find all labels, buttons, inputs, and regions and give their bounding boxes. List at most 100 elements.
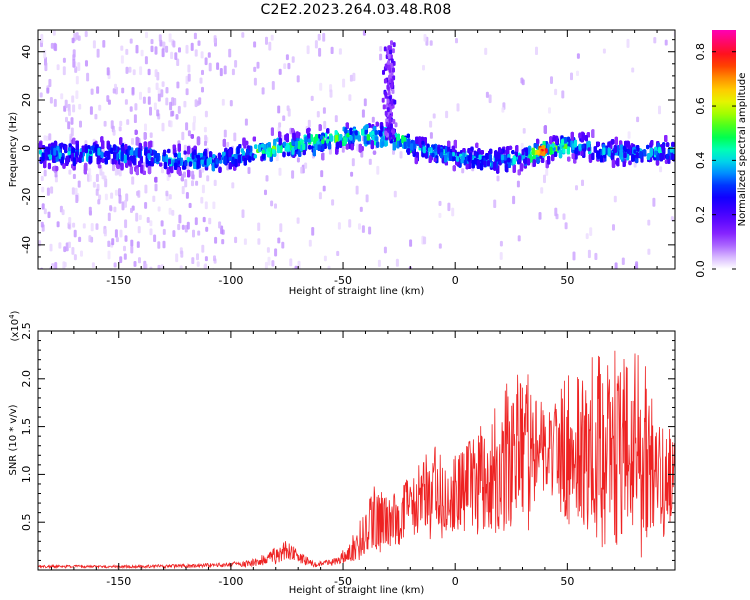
heatmap-cell — [363, 135, 367, 145]
heatmap-cell — [63, 246, 67, 253]
heatmap-cell — [337, 222, 341, 230]
heatmap-cell — [47, 211, 51, 219]
heatmap-cell — [447, 202, 451, 212]
heatmap-cell — [438, 243, 442, 249]
heatmap-cell — [166, 167, 170, 175]
heatmap-cell — [103, 228, 107, 237]
heatmap-cell — [113, 262, 117, 268]
heatmap-cell — [257, 238, 261, 245]
heatmap-cell — [129, 166, 133, 175]
heatmap-cell — [265, 175, 269, 182]
heatmap-cell — [154, 183, 158, 192]
heatmap-cell — [308, 239, 312, 247]
heatmap-cell — [89, 210, 92, 216]
heatmap-cell — [71, 187, 75, 195]
heatmap-cell — [134, 103, 138, 111]
heatmap-cell — [218, 221, 222, 229]
heatmap-cell — [131, 176, 135, 185]
heatmap-cell — [165, 45, 169, 53]
heatmap-cell — [219, 68, 223, 77]
heatmap-cell — [195, 180, 199, 186]
heatmap-cell — [53, 42, 57, 51]
heatmap-cell — [192, 229, 195, 238]
heatmap-cell — [396, 140, 400, 149]
heatmap-cell — [201, 167, 205, 173]
heatmap-cell — [304, 162, 308, 169]
heatmap-cell — [53, 98, 57, 107]
heatmap-cell — [207, 52, 211, 58]
heatmap-cell — [147, 96, 151, 105]
heatmap-cell — [314, 40, 318, 49]
heatmap-cell — [278, 68, 282, 75]
heatmap-cell — [77, 62, 81, 72]
heatmap-cell — [107, 250, 111, 260]
heatmap-cell — [266, 247, 270, 253]
heatmap-cell — [399, 151, 403, 159]
heatmap-cell — [201, 69, 204, 76]
heatmap-cell — [545, 168, 549, 176]
heatmap-cell — [368, 226, 372, 235]
heatmap-cell — [174, 52, 178, 60]
heatmap-cell — [137, 190, 141, 198]
heatmap-cell — [84, 31, 88, 38]
heatmap-cell — [45, 135, 49, 142]
heatmap-cell — [181, 131, 185, 141]
heatmap-cell — [104, 193, 108, 201]
heatmap-cell — [204, 140, 207, 146]
heatmap-cell — [169, 120, 173, 128]
figure-title: C2E2.2023.264.03.48.R08 — [260, 2, 452, 18]
heatmap-cell — [133, 114, 137, 124]
heatmap-cell — [123, 253, 127, 260]
heatmap-cell — [110, 192, 114, 199]
heatmap-cell — [183, 100, 187, 108]
heatmap-cell — [148, 161, 152, 167]
heatmap-cell — [576, 70, 579, 77]
heatmap-cell — [351, 158, 355, 167]
heatmap-cell — [162, 228, 166, 235]
heatmap-cell — [570, 72, 573, 81]
heatmap-cell — [228, 48, 232, 58]
heatmap-cell — [177, 223, 181, 231]
heatmap-cell — [550, 76, 553, 84]
heatmap-cell — [114, 83, 117, 89]
heatmap-cell — [191, 170, 195, 180]
heatmap-cell — [46, 187, 50, 196]
heatmap-cell — [361, 225, 365, 233]
heatmap-cell — [268, 41, 272, 51]
heatmap-cell — [184, 154, 188, 162]
heatmap-cell — [140, 164, 144, 174]
heatmap-cell — [43, 135, 47, 141]
heatmap-cell — [82, 223, 86, 229]
heatmap-cell — [194, 217, 198, 226]
heatmap-cell — [451, 207, 455, 217]
heatmap-cell — [221, 98, 225, 106]
heatmap-cell — [61, 209, 65, 216]
heatmap-cell — [44, 62, 48, 72]
heatmap-cell — [160, 220, 164, 227]
heatmap-cell — [181, 224, 185, 230]
heatmap-cell — [270, 34, 274, 41]
heatmap-cell — [60, 93, 64, 100]
heatmap-cell — [178, 214, 182, 224]
heatmap-cell — [281, 241, 285, 249]
heatmap-cell — [94, 113, 98, 120]
heatmap-cell — [516, 180, 520, 188]
heatmap-cell — [170, 51, 174, 59]
heatmap-cell — [318, 47, 322, 57]
heatmap-cell — [185, 88, 189, 96]
heatmap-cell — [114, 167, 118, 176]
heatmap-cell — [375, 121, 379, 127]
heatmap-cell — [113, 206, 117, 213]
heatmap-cell — [206, 175, 210, 182]
heatmap-cell — [213, 179, 217, 187]
heatmap-cell — [270, 200, 274, 207]
heatmap-cell — [185, 122, 189, 131]
heatmap-cell — [205, 226, 209, 232]
heatmap-cell — [291, 56, 295, 63]
heatmap-cell — [395, 258, 399, 267]
heatmap-cell — [429, 132, 433, 139]
heatmap-cell — [256, 61, 260, 69]
heatmap-cell — [123, 245, 126, 252]
heatmap-cell — [484, 47, 488, 55]
heatmap-cell — [561, 90, 565, 99]
